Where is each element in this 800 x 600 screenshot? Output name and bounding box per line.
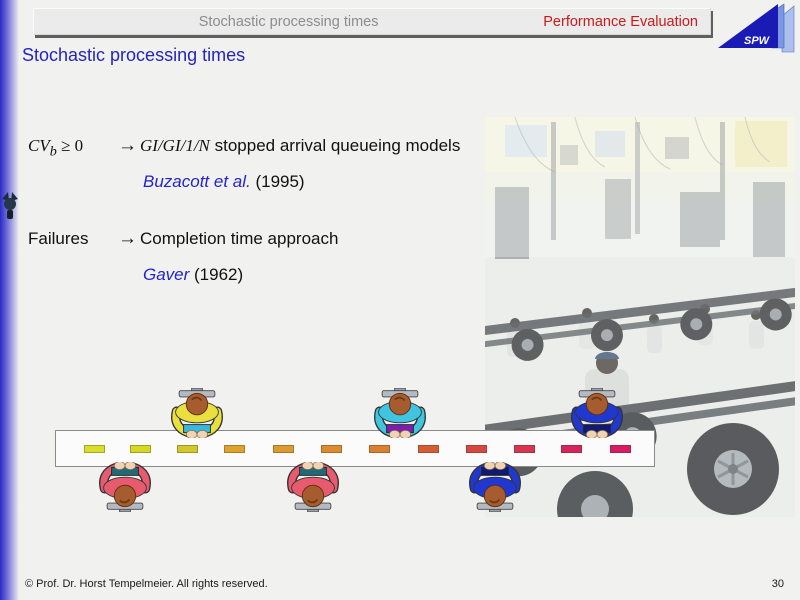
logo-main-triangle [718,4,778,48]
workpiece-dash [273,445,294,453]
workpiece-dash [321,445,342,453]
workpiece-dash [84,445,105,453]
bullet-line-cv-text: stopped arrival queueing models [209,136,461,155]
bullet-line-failures-text: Completion time approach [140,229,339,248]
left-gradient-strip [0,0,19,600]
spw-logo: SPW [716,2,796,62]
arrow-icon: → [118,135,137,156]
hand-cursor-icon [0,190,20,227]
page-title: Stochastic processing times [22,45,246,65]
bullet-line-failures: Failures → Completion time approach [28,228,338,250]
header-section-label: Stochastic processing times [198,13,379,30]
header-bar: Stochastic processing times Performance … [33,8,711,35]
header-topic-label: Performance Evaluation [543,13,698,30]
worker-figure [287,462,339,512]
workpiece-dash [369,445,390,453]
arrow-icon: → [118,228,137,249]
citation-buzacott: Buzacott et al. (1995) [143,172,305,192]
workpiece-dash [224,445,245,453]
logo-text: SPW [744,35,771,47]
math-cv: CV [28,136,50,155]
math-queue-model: GI/GI/1/N [140,136,210,155]
citation-gaver: Gaver (1962) [143,265,243,285]
copyright-text: © Prof. Dr. Horst Tempelmeier. All right… [25,578,268,590]
worker-figure [99,462,151,512]
failures-label: Failures [28,229,89,248]
page-number: 30 [771,578,784,590]
workpiece-dash [514,445,535,453]
workpiece-dash [177,445,198,453]
workpiece-dash [130,445,151,453]
bullet-line-cv: CVb ≥ 0 → GI/GI/1/N stopped arrival queuei… [28,135,460,160]
citation-gaver-year: (1962) [189,265,244,284]
workpiece-dash [418,445,439,453]
citation-gaver-author: Gaver [143,265,190,284]
citation-buzacott-year: (1995) [250,172,305,191]
workpiece-dash [466,445,487,453]
workpiece-dash [561,445,582,453]
math-cv-rest: ≥ 0 [56,136,84,155]
conveyor-belt [55,430,655,467]
math-cv-sub: b [49,143,57,160]
workpiece-dash [610,445,631,453]
citation-buzacott-authors: Buzacott et al. [143,172,251,191]
